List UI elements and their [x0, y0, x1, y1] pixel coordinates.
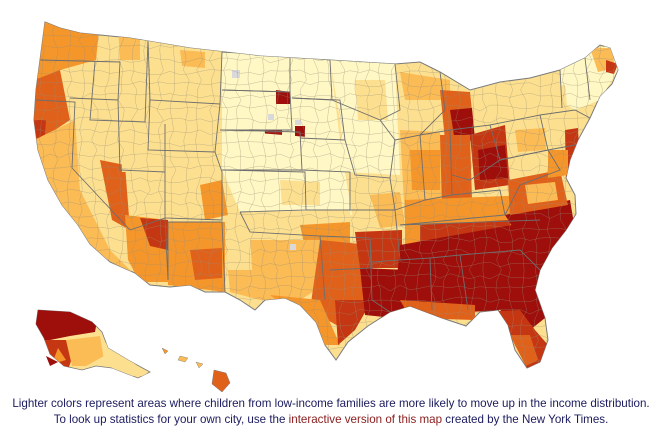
county-line	[34, 140, 618, 147]
region-montana	[148, 38, 225, 98]
region-california	[34, 120, 135, 275]
region-pa-bits	[515, 128, 546, 152]
county-line	[34, 80, 618, 88]
no-data-area	[268, 114, 274, 120]
county-line	[34, 260, 618, 268]
county-line	[34, 200, 618, 208]
region-ny-upstate	[520, 85, 568, 118]
county-line	[325, 22, 333, 368]
interactive-map-link[interactable]: interactive version of this map	[288, 413, 443, 426]
region-idaho-north	[118, 25, 140, 60]
county-line	[34, 224, 618, 232]
region-pacific-northwest	[34, 22, 100, 80]
caption-line-2-before: To look up statistics for your own city,…	[53, 413, 289, 426]
region-texas-panhandle	[225, 232, 252, 270]
county-line	[364, 22, 372, 368]
mobility-map	[27, 20, 619, 393]
region-il-orange	[410, 150, 440, 190]
region-indiana	[440, 135, 472, 205]
region-nevada	[75, 100, 122, 172]
region-md-orange	[548, 150, 568, 178]
no-data-area	[295, 120, 301, 125]
alaska	[35, 309, 151, 379]
region-colorado-orange	[200, 180, 228, 220]
region-mn-light	[355, 80, 388, 120]
no-data-area	[232, 70, 240, 78]
county-line	[34, 212, 618, 220]
region-michigan-red	[450, 108, 475, 142]
county-line	[429, 22, 437, 368]
county-line	[390, 22, 398, 368]
county-line	[338, 22, 346, 368]
hawaii	[161, 347, 231, 393]
caption-line-1: Lighter colors represent areas where chi…	[12, 397, 650, 410]
region-arkansas	[355, 230, 402, 268]
county-line	[312, 22, 320, 368]
county-line	[377, 22, 385, 368]
region-texas-gulf	[335, 300, 372, 345]
region-nm-dark	[190, 248, 222, 280]
region-wyoming	[148, 100, 220, 150]
region-ohio-dark	[478, 145, 508, 180]
state-borders	[35, 39, 591, 313]
us-choropleth	[27, 20, 619, 393]
region-utah	[120, 122, 165, 172]
no-data-area	[290, 244, 296, 250]
caption-line-2: To look up statistics for your own city,…	[0, 412, 662, 428]
region-florida-orange	[510, 335, 538, 366]
county-line	[34, 128, 618, 136]
region-kansas-bits	[280, 180, 320, 205]
county-line	[351, 22, 359, 368]
county-line	[34, 248, 618, 256]
region-nevada-south	[100, 160, 130, 230]
county-line	[34, 92, 618, 99]
county-line	[27, 20, 34, 370]
region-nebraska-kansas	[222, 130, 355, 215]
region-montana-bits	[180, 50, 205, 68]
map-caption: Lighter colors represent areas where chi…	[0, 396, 662, 428]
county-line	[34, 104, 618, 112]
region-texas-north	[225, 240, 340, 300]
region-nd-red	[276, 90, 290, 104]
county-line	[34, 188, 618, 196]
region-michigan-up	[400, 72, 450, 100]
region-carolinas	[505, 200, 575, 270]
county-line	[34, 176, 618, 184]
caption-line-2-after: created by the New York Times.	[442, 413, 609, 426]
county-line	[34, 116, 618, 124]
county-line	[34, 22, 618, 28]
region-va-light	[525, 182, 558, 204]
